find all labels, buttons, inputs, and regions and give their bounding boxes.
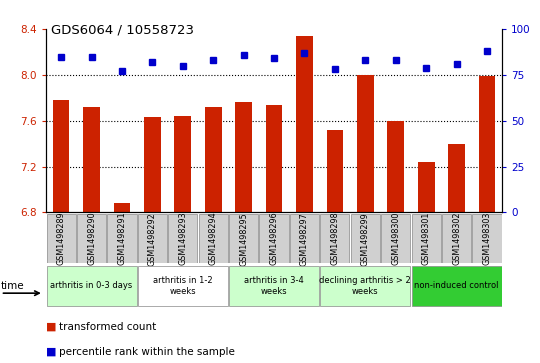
Text: GDS6064 / 10558723: GDS6064 / 10558723 [51, 24, 194, 37]
Text: GSM1498299: GSM1498299 [361, 212, 370, 266]
Bar [77, 214, 106, 263]
Bar [53, 100, 70, 212]
Text: arthritis in 3-4
weeks: arthritis in 3-4 weeks [244, 276, 304, 295]
Bar [138, 214, 167, 263]
Bar [113, 203, 130, 212]
Bar [296, 36, 313, 212]
Text: GSM1498296: GSM1498296 [269, 212, 279, 265]
Text: GSM1498293: GSM1498293 [178, 212, 187, 265]
Bar [144, 117, 161, 212]
Text: non-induced control: non-induced control [414, 281, 499, 290]
Text: GSM1498291: GSM1498291 [118, 212, 126, 265]
Bar [266, 105, 282, 212]
Text: ■: ■ [46, 322, 56, 332]
Bar [290, 214, 319, 263]
Bar [46, 266, 137, 306]
Bar [448, 144, 465, 212]
Bar [320, 266, 410, 306]
Text: GSM1498300: GSM1498300 [391, 212, 400, 265]
Text: GSM1498289: GSM1498289 [57, 212, 66, 265]
Bar [83, 107, 100, 212]
Text: declining arthritis > 2
weeks: declining arthritis > 2 weeks [320, 276, 411, 295]
Text: GSM1498292: GSM1498292 [148, 212, 157, 266]
Bar [357, 75, 374, 212]
Bar [199, 214, 228, 263]
Text: GSM1498297: GSM1498297 [300, 212, 309, 266]
Bar [381, 214, 410, 263]
Text: arthritis in 1-2
weeks: arthritis in 1-2 weeks [153, 276, 213, 295]
Bar [107, 214, 137, 263]
Text: GSM1498295: GSM1498295 [239, 212, 248, 266]
Text: GSM1498290: GSM1498290 [87, 212, 96, 265]
Bar [168, 214, 198, 263]
Text: transformed count: transformed count [59, 322, 157, 332]
Text: GSM1498303: GSM1498303 [483, 212, 491, 265]
Bar [229, 266, 319, 306]
Bar [350, 214, 380, 263]
Bar [259, 214, 289, 263]
Bar [205, 107, 221, 212]
Text: time: time [1, 281, 25, 291]
Text: GSM1498302: GSM1498302 [452, 212, 461, 265]
Bar [411, 266, 502, 306]
Text: percentile rank within the sample: percentile rank within the sample [59, 347, 235, 357]
Text: arthritis in 0-3 days: arthritis in 0-3 days [50, 281, 133, 290]
Bar [387, 121, 404, 212]
Bar [229, 214, 258, 263]
Bar [327, 130, 343, 212]
Text: GSM1498294: GSM1498294 [208, 212, 218, 265]
Bar [411, 214, 441, 263]
Bar [442, 214, 471, 263]
Bar [138, 266, 228, 306]
Bar [46, 214, 76, 263]
Bar [235, 102, 252, 212]
Text: ■: ■ [46, 347, 56, 357]
Bar [320, 214, 349, 263]
Bar [472, 214, 502, 263]
Bar [174, 116, 191, 212]
Text: GSM1498298: GSM1498298 [330, 212, 339, 265]
Bar [418, 162, 435, 212]
Text: GSM1498301: GSM1498301 [422, 212, 431, 265]
Bar [478, 76, 495, 212]
